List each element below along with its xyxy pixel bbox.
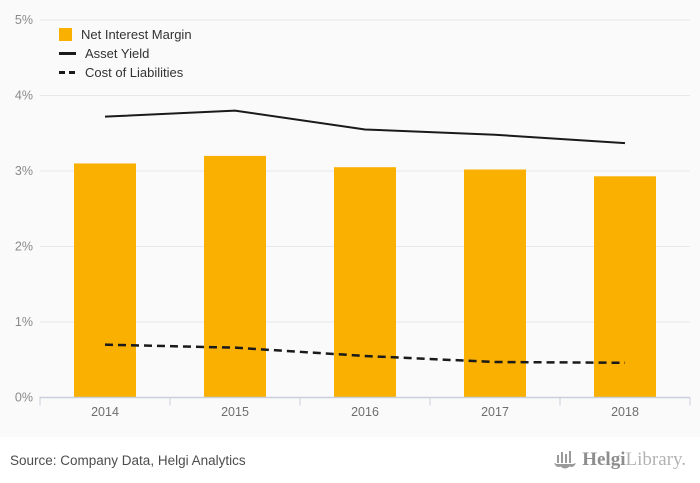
line-solid	[104, 109, 626, 145]
net-interest-margin-swatch-icon	[59, 28, 72, 41]
bar-2014	[74, 163, 136, 398]
legend-label-net-interest-margin: Net Interest Margin	[81, 27, 192, 42]
y-tick-label: 1%	[15, 315, 33, 329]
logo-text-helgi: Helgi	[582, 449, 626, 470]
cost-of-liabilities-line-icon	[59, 71, 76, 74]
bar-2017	[464, 169, 526, 398]
logo-text-library: Library.	[625, 449, 687, 470]
line-dashed	[104, 343, 626, 365]
legend-item-net-interest-margin[interactable]: Net Interest Margin	[59, 27, 192, 42]
legend-label-cost-of-liabilities: Cost of Liabilities	[85, 65, 184, 80]
y-tick-label: 2%	[15, 240, 33, 254]
y-tick-label: 5%	[15, 13, 33, 27]
x-tick-label: 2014	[91, 405, 119, 419]
y-tick-label: 3%	[15, 164, 33, 178]
asset-yield-line-icon	[59, 52, 76, 55]
x-tick-label: 2015	[221, 405, 249, 419]
y-tick-label: 4%	[15, 89, 33, 103]
chart-area: 0% 1% 2% 3% 4% 5% 2014 2015 2016 2017 2018 Net Int…	[14, 13, 691, 419]
legend-item-asset-yield[interactable]: Asset Yield	[59, 46, 192, 61]
chart-canvas: 0% 1% 2% 3% 4% 5% 2014 2015 2016 2017 2018	[15, 13, 691, 419]
y-tick-label: 0%	[15, 391, 33, 405]
legend-label-asset-yield: Asset Yield	[85, 46, 150, 61]
legend: Net Interest Margin Asset Yield Cost of …	[59, 27, 192, 80]
bar-2016	[334, 167, 396, 398]
x-tick-label: 2018	[611, 405, 639, 419]
footer: Source: Company Data, Helgi Analytics He…	[0, 437, 700, 483]
source-text: Source: Company Data, Helgi Analytics	[10, 452, 246, 468]
x-tick-label: 2016	[351, 405, 379, 419]
bar-2018	[594, 176, 656, 398]
helgi-ship-icon	[554, 451, 577, 469]
legend-item-cost-of-liabilities[interactable]: Cost of Liabilities	[59, 65, 192, 80]
bar-2015	[204, 155, 266, 398]
x-tick-label: 2017	[481, 405, 509, 419]
helgi-library-logo[interactable]: HelgiLibrary.	[553, 449, 686, 471]
logo-text: HelgiLibrary.	[582, 450, 686, 470]
